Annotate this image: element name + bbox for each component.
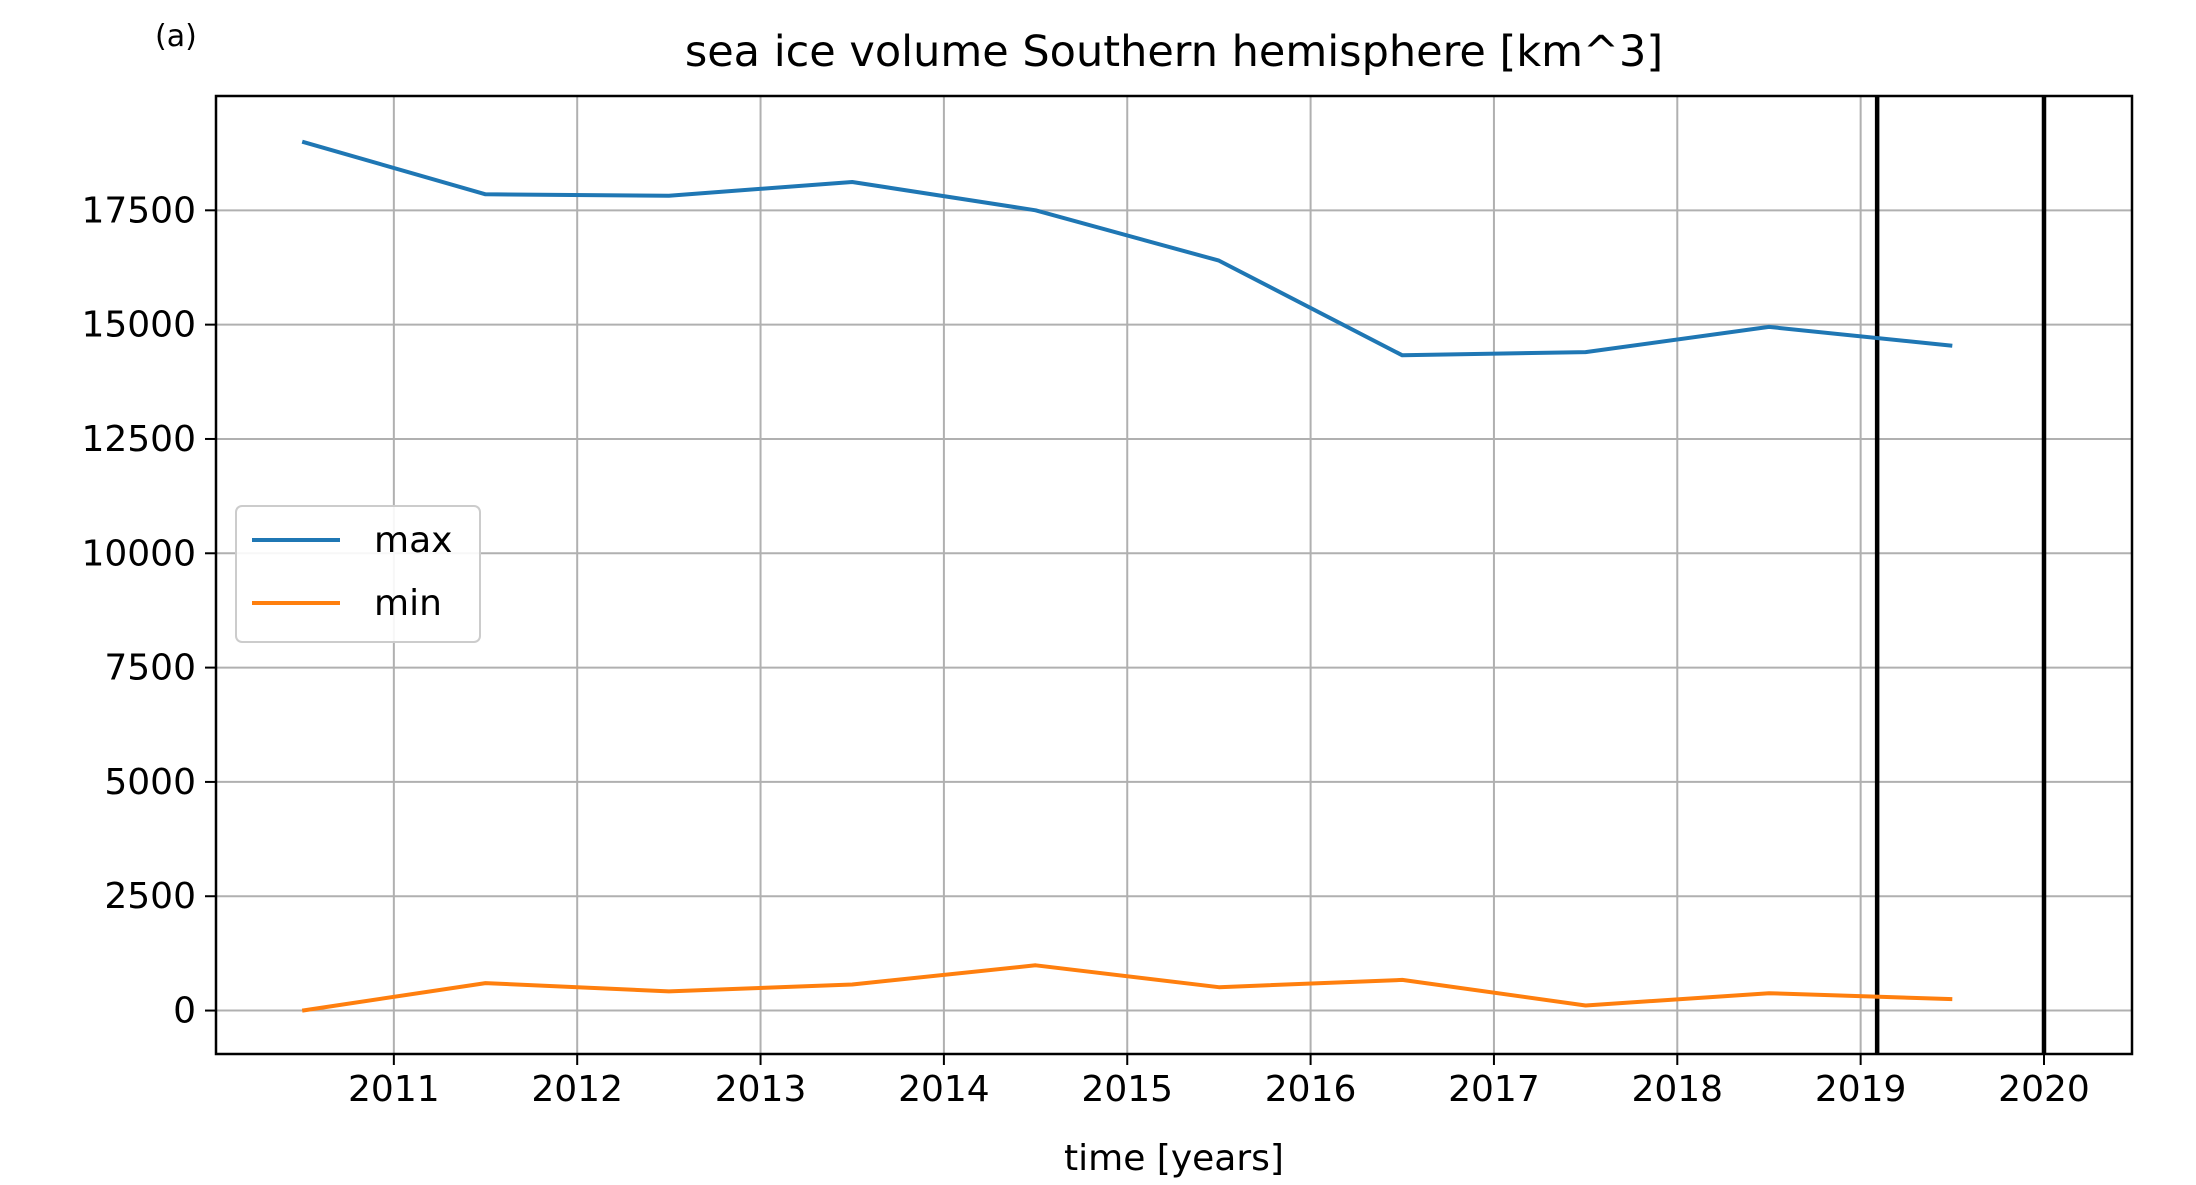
x-tick-label: 2011 bbox=[348, 1069, 440, 1110]
y-tick-label: 10000 bbox=[81, 533, 196, 574]
x-tick-label: 2013 bbox=[715, 1069, 807, 1110]
y-axis-ticks: 0 2500 5000 7500 10000 12500 15000 17500 bbox=[81, 190, 216, 1032]
x-tick-label: 2016 bbox=[1265, 1069, 1357, 1110]
y-tick-label: 12500 bbox=[81, 419, 196, 460]
y-tick-label: 7500 bbox=[104, 648, 196, 689]
panel-label: (a) bbox=[155, 19, 197, 54]
x-axis-label: time [years] bbox=[1064, 1138, 1284, 1179]
data-series bbox=[301, 139, 1953, 1013]
vertical-markers bbox=[1874, 96, 2047, 1054]
legend: max min bbox=[235, 505, 481, 643]
legend-label-min: min bbox=[374, 583, 442, 624]
y-tick-label: 2500 bbox=[104, 876, 196, 917]
chart-title: sea ice volume Southern hemisphere [km^3… bbox=[685, 27, 1663, 77]
x-tick-label: 2015 bbox=[1081, 1069, 1173, 1110]
x-tick-label: 2019 bbox=[1815, 1069, 1907, 1110]
x-tick-label: 2020 bbox=[1998, 1069, 2090, 1110]
legend-label-max: max bbox=[374, 520, 452, 561]
x-tick-label: 2017 bbox=[1448, 1069, 1540, 1110]
x-axis-ticks: 2011 2012 2013 2014 2015 2016 2017 2018 2019 2020 bbox=[348, 1054, 2090, 1110]
plot-frame bbox=[214, 94, 2134, 1056]
grid bbox=[216, 96, 2132, 1054]
x-tick-label: 2012 bbox=[531, 1069, 623, 1110]
x-tick-label: 2014 bbox=[898, 1069, 990, 1110]
x-tick-label: 2018 bbox=[1631, 1069, 1723, 1110]
y-tick-label: 17500 bbox=[81, 190, 196, 231]
series-line-max bbox=[301, 139, 1953, 358]
y-tick-label: 5000 bbox=[104, 762, 196, 803]
y-tick-label: 0 bbox=[173, 991, 196, 1032]
series-line-min bbox=[301, 963, 1953, 1013]
y-tick-label: 15000 bbox=[81, 305, 196, 346]
